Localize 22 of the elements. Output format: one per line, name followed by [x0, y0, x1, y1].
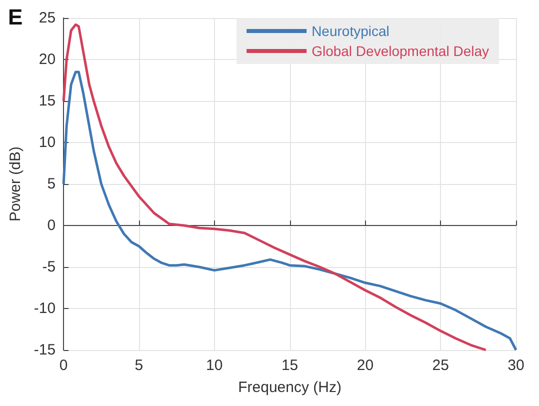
y-tick-label: -10 — [34, 300, 56, 317]
x-tick-label: 15 — [281, 357, 298, 374]
y-tick-label: 25 — [38, 10, 56, 26]
y-tick-label: 15 — [38, 92, 56, 110]
y-tick-label: 5 — [47, 176, 56, 192]
x-tick-label: 30 — [508, 357, 524, 374]
x-tick-label: 5 — [134, 357, 144, 374]
x-tick-label: 10 — [206, 357, 223, 374]
y-tick-label: 0 — [47, 217, 56, 234]
legend-label: Neurotypical — [312, 23, 390, 39]
x-tick-label: 0 — [59, 357, 68, 374]
x-tick-label: 20 — [356, 357, 374, 374]
y-tick-label: 20 — [38, 51, 56, 68]
y-axis-title: Power (dB) — [7, 146, 24, 222]
text: E — [8, 4, 23, 30]
y-tick-label: -15 — [34, 342, 56, 358]
y-tick-label: -5 — [42, 258, 56, 276]
y-tick-label: 10 — [38, 134, 56, 151]
line-series — [62, 23, 488, 352]
legend-label: Global Developmental Delay — [312, 43, 490, 59]
x-tick-label: 25 — [432, 357, 449, 374]
x-axis-title: Frequency (Hz) — [238, 379, 342, 396]
